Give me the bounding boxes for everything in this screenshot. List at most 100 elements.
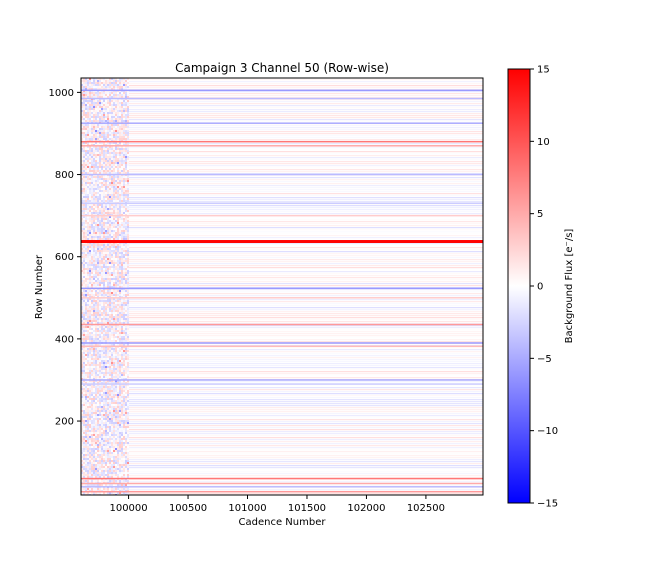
heatmap-noise-cell [111, 108, 113, 110]
heatmap-noise-cell [103, 190, 105, 192]
heatmap-noise-cell [121, 344, 123, 346]
heatmap-noise-cell [95, 312, 97, 314]
heatmap-noise-cell [103, 144, 105, 146]
heatmap-noise-cell [81, 380, 83, 382]
heatmap-noise-cell [97, 382, 99, 384]
heatmap-noise-cell [105, 252, 107, 254]
heatmap-texture-row [128, 441, 483, 443]
heatmap-noise-cell [115, 430, 117, 432]
heatmap-noise-cell [107, 224, 109, 226]
heatmap-noise-cell [93, 168, 95, 170]
heatmap-noise-cell [111, 96, 113, 98]
heatmap-noise-cell [125, 294, 127, 296]
heatmap-noise-cell [81, 228, 83, 230]
heatmap-noise-cell [119, 406, 121, 408]
heatmap-noise-cell [81, 148, 83, 150]
heatmap-noise-cell [111, 414, 113, 416]
heatmap-noise-cell [121, 84, 123, 86]
heatmap-noise-cell [127, 418, 129, 420]
heatmap-noise-cell [117, 100, 119, 102]
heatmap-noise-cell [105, 472, 107, 474]
heatmap-noise-cell [99, 126, 101, 128]
heatmap-noise-cell [113, 378, 115, 380]
heatmap-noise-cell [115, 266, 117, 268]
heatmap-noise-cell [107, 282, 109, 284]
heatmap-noise-cell [85, 190, 87, 192]
heatmap-texture-row [128, 125, 483, 127]
heatmap-texture-row [128, 205, 483, 207]
heatmap-noise-cell [99, 260, 101, 262]
heatmap-noise-cell [91, 422, 93, 424]
heatmap-noise-cell [103, 126, 105, 128]
heatmap-texture-row [128, 107, 483, 109]
heatmap-noise-cell [99, 138, 101, 140]
heatmap-noise-cell [127, 382, 129, 384]
heatmap-noise-cell [83, 364, 85, 366]
heatmap-noise-cell [117, 320, 119, 322]
heatmap-noise-cell [127, 438, 129, 440]
heatmap-noise-cell [105, 160, 107, 162]
heatmap-noise-cell [85, 304, 87, 306]
heatmap-noise-cell [87, 152, 89, 154]
heatmap-noise-cell [121, 188, 123, 190]
heatmap-noise-cell [109, 326, 111, 328]
heatmap-noise-cell [101, 180, 103, 182]
heatmap-noise-cell [95, 308, 97, 310]
heatmap-noise-cell [127, 260, 129, 262]
heatmap-noise-cell [127, 432, 129, 434]
heatmap-noise-cell [111, 142, 113, 144]
heatmap-noise-cell [107, 110, 109, 112]
heatmap-noise-cell [127, 410, 129, 412]
heatmap-texture-row [128, 173, 483, 175]
heatmap-noise-cell [95, 468, 97, 470]
heatmap-noise-cell [99, 86, 101, 88]
heatmap-noise-cell [117, 188, 119, 190]
heatmap-noise-cell [95, 456, 97, 458]
heatmap-noise-cell [91, 398, 93, 400]
heatmap-noise-cell [85, 220, 87, 222]
heatmap-noise-cell [95, 322, 97, 324]
heatmap-noise-cell [123, 396, 125, 398]
heatmap-noise-cell [85, 338, 87, 340]
heatmap-noise-cell [117, 282, 119, 284]
heatmap-noise-cell [83, 390, 85, 392]
heatmap-noise-cell [83, 86, 85, 88]
heatmap-noise-cell [119, 248, 121, 250]
heatmap-texture-row [128, 335, 483, 337]
heatmap-texture-row [128, 231, 483, 233]
heatmap-noise-cell [111, 112, 113, 114]
heatmap-noise-cell [95, 292, 97, 294]
heatmap-noise-cell [91, 184, 93, 186]
heatmap-noise-cell [87, 422, 89, 424]
heatmap-noise-cell [97, 204, 99, 206]
heatmap-noise-cell [81, 212, 83, 214]
heatmap-noise-cell [95, 244, 97, 246]
heatmap-noise-cell [103, 182, 105, 184]
heatmap-noise-cell [87, 306, 89, 308]
heatmap-noise-cell [121, 358, 123, 360]
heatmap-noise-cell [91, 100, 93, 102]
heatmap-noise-cell [113, 454, 115, 456]
heatmap-noise-cell [123, 94, 125, 96]
heatmap-noise-cell [93, 364, 95, 366]
heatmap-noise-cell [99, 190, 101, 192]
heatmap-noise-cell [103, 86, 105, 88]
heatmap-noise-cell [105, 142, 107, 144]
heatmap-noise-cell [117, 296, 119, 298]
heatmap-noise-cell [127, 128, 129, 130]
heatmap-noise-cell [111, 434, 113, 436]
heatmap-noise-cell [89, 312, 91, 314]
heatmap-noise-cell [121, 244, 123, 246]
heatmap-noise-cell [121, 132, 123, 134]
heatmap-noise-cell [85, 348, 87, 350]
heatmap-noise-cell [97, 238, 99, 240]
heatmap-noise-cell [109, 194, 111, 196]
heatmap-texture-row [128, 439, 483, 441]
heatmap-noise-cell [101, 138, 103, 140]
heatmap-noise-cell [119, 334, 121, 336]
heatmap-noise-cell [125, 426, 127, 428]
heatmap-noise-cell [111, 100, 113, 102]
heatmap-noise-cell [111, 274, 113, 276]
heatmap-noise-cell [93, 276, 95, 278]
heatmap-texture-row [128, 349, 483, 351]
